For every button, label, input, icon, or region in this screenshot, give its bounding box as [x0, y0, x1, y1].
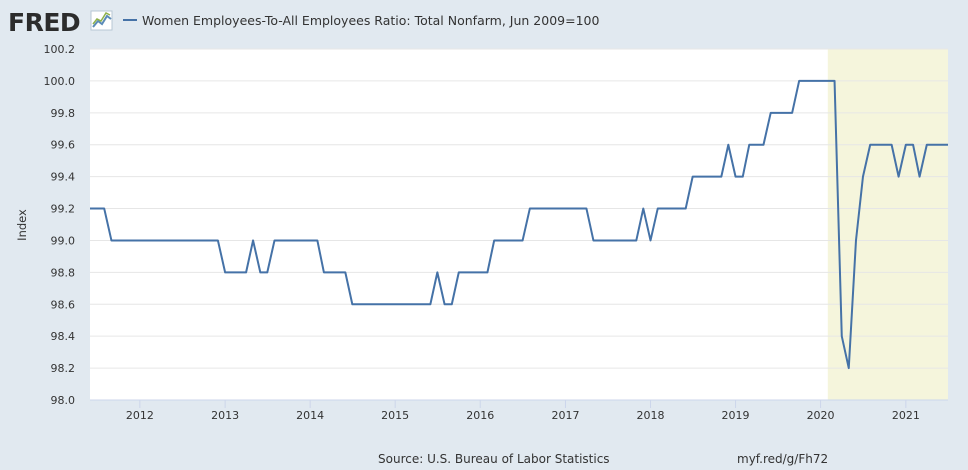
- y-tick-label: 98.8: [51, 266, 76, 279]
- y-tick-label: 98.4: [51, 330, 76, 343]
- fred-logo-text: FRED: [8, 8, 80, 37]
- x-tick-label: 2017: [551, 409, 579, 422]
- plot-area: [90, 49, 948, 400]
- y-tick-label: 98.0: [51, 394, 76, 407]
- y-tick-label: 99.0: [51, 234, 76, 247]
- y-tick-label: 98.2: [51, 362, 76, 375]
- fred-logo[interactable]: FRED: [8, 8, 113, 37]
- x-tick-label: 2021: [892, 409, 920, 422]
- y-axis-label: Index: [15, 209, 29, 241]
- x-tick-label: 2019: [722, 409, 750, 422]
- x-tick-label: 2013: [211, 409, 239, 422]
- x-tick-label: 2018: [637, 409, 665, 422]
- x-tick-label: 2020: [807, 409, 835, 422]
- x-tick-label: 2012: [126, 409, 154, 422]
- y-tick-label: 100.2: [44, 43, 76, 56]
- recession-shading: [827, 49, 948, 400]
- legend[interactable]: Women Employees-To-All Employees Ratio: …: [123, 13, 599, 28]
- x-tick-label: 2016: [466, 409, 494, 422]
- legend-series-title: Women Employees-To-All Employees Ratio: …: [142, 13, 599, 28]
- y-tick-label: 98.6: [51, 298, 76, 311]
- y-tick-label: 99.4: [51, 171, 76, 184]
- y-tick-label: 100.0: [44, 75, 76, 88]
- y-tick-label: 99.8: [51, 107, 76, 120]
- source-note: Source: U.S. Bureau of Labor Statistics: [378, 452, 610, 466]
- x-tick-label: 2014: [296, 409, 324, 422]
- y-tick-label: 99.2: [51, 203, 76, 216]
- short-url-link[interactable]: myf.red/g/Fh72: [737, 452, 828, 466]
- x-tick-label: 2015: [381, 409, 409, 422]
- x-axis: 2012 2013 2014 2015 2016 2017 2018 2019 2020 2021: [90, 399, 948, 422]
- fred-logo-graph-icon: [90, 10, 113, 31]
- y-axis: 98.0 98.2 98.4 98.6 98.8 99.0 99.2 99.4 99.6 99.8…: [44, 43, 76, 407]
- y-tick-label: 99.6: [51, 139, 76, 152]
- series-line[interactable]: [90, 79, 948, 370]
